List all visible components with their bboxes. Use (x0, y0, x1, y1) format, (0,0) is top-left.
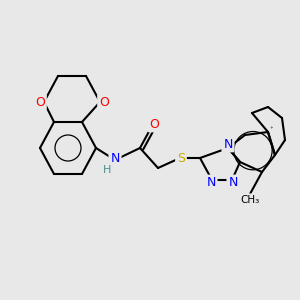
Text: CH₃: CH₃ (240, 195, 260, 205)
Text: S: S (177, 152, 185, 164)
Text: O: O (35, 95, 45, 109)
Text: N: N (228, 176, 238, 190)
Text: N: N (206, 176, 216, 190)
Text: O: O (99, 95, 109, 109)
Text: O: O (149, 118, 159, 130)
Text: N: N (223, 137, 233, 151)
Text: N: N (110, 152, 120, 164)
Text: H: H (103, 165, 111, 175)
